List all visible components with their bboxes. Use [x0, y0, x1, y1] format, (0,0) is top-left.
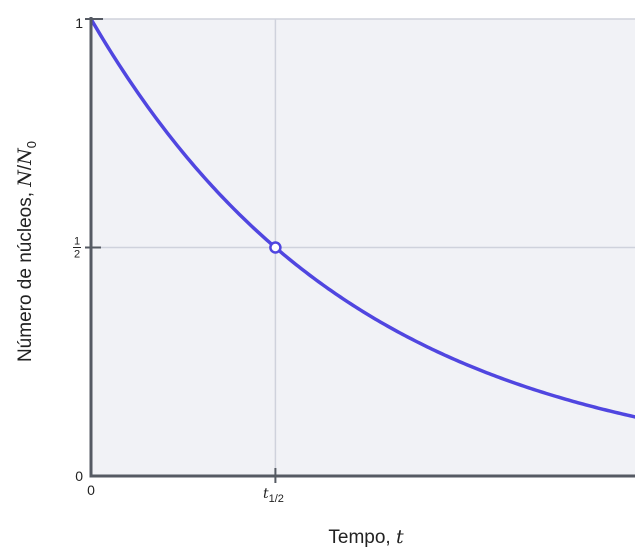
y-axis-title-text: Número de núcleos, [15, 187, 36, 362]
y-axis-title-var: N [14, 169, 36, 188]
x-tick-label-t: t [263, 486, 269, 502]
x-tick-label-half-life: t1/2 [263, 486, 284, 505]
x-tick-label-zero: 0 [87, 482, 95, 498]
x-axis-title-var: t [396, 526, 404, 548]
y-axis-title-sep: / [15, 164, 36, 170]
x-tick-label-subscript: 1/2 [269, 493, 284, 505]
y-tick-label-zero: 0 [75, 468, 83, 484]
y-tick-label-one: 1 [75, 15, 83, 31]
y-tick-label-half-denominator: 2 [74, 249, 80, 261]
y-axis-title-var2: N [14, 147, 36, 166]
y-tick-label-half: 1 2 [73, 236, 81, 261]
x-axis-title-text: Tempo, [328, 527, 396, 548]
y-axis-title: Número de núcleos, N/N0 [14, 141, 39, 362]
half-life-marker [269, 241, 282, 254]
y-axis-title-subscript: 0 [24, 141, 39, 148]
decay-curve [89, 17, 635, 419]
y-tick-label-half-numerator: 1 [74, 236, 80, 248]
x-axis-title: Tempo, t [328, 526, 404, 548]
